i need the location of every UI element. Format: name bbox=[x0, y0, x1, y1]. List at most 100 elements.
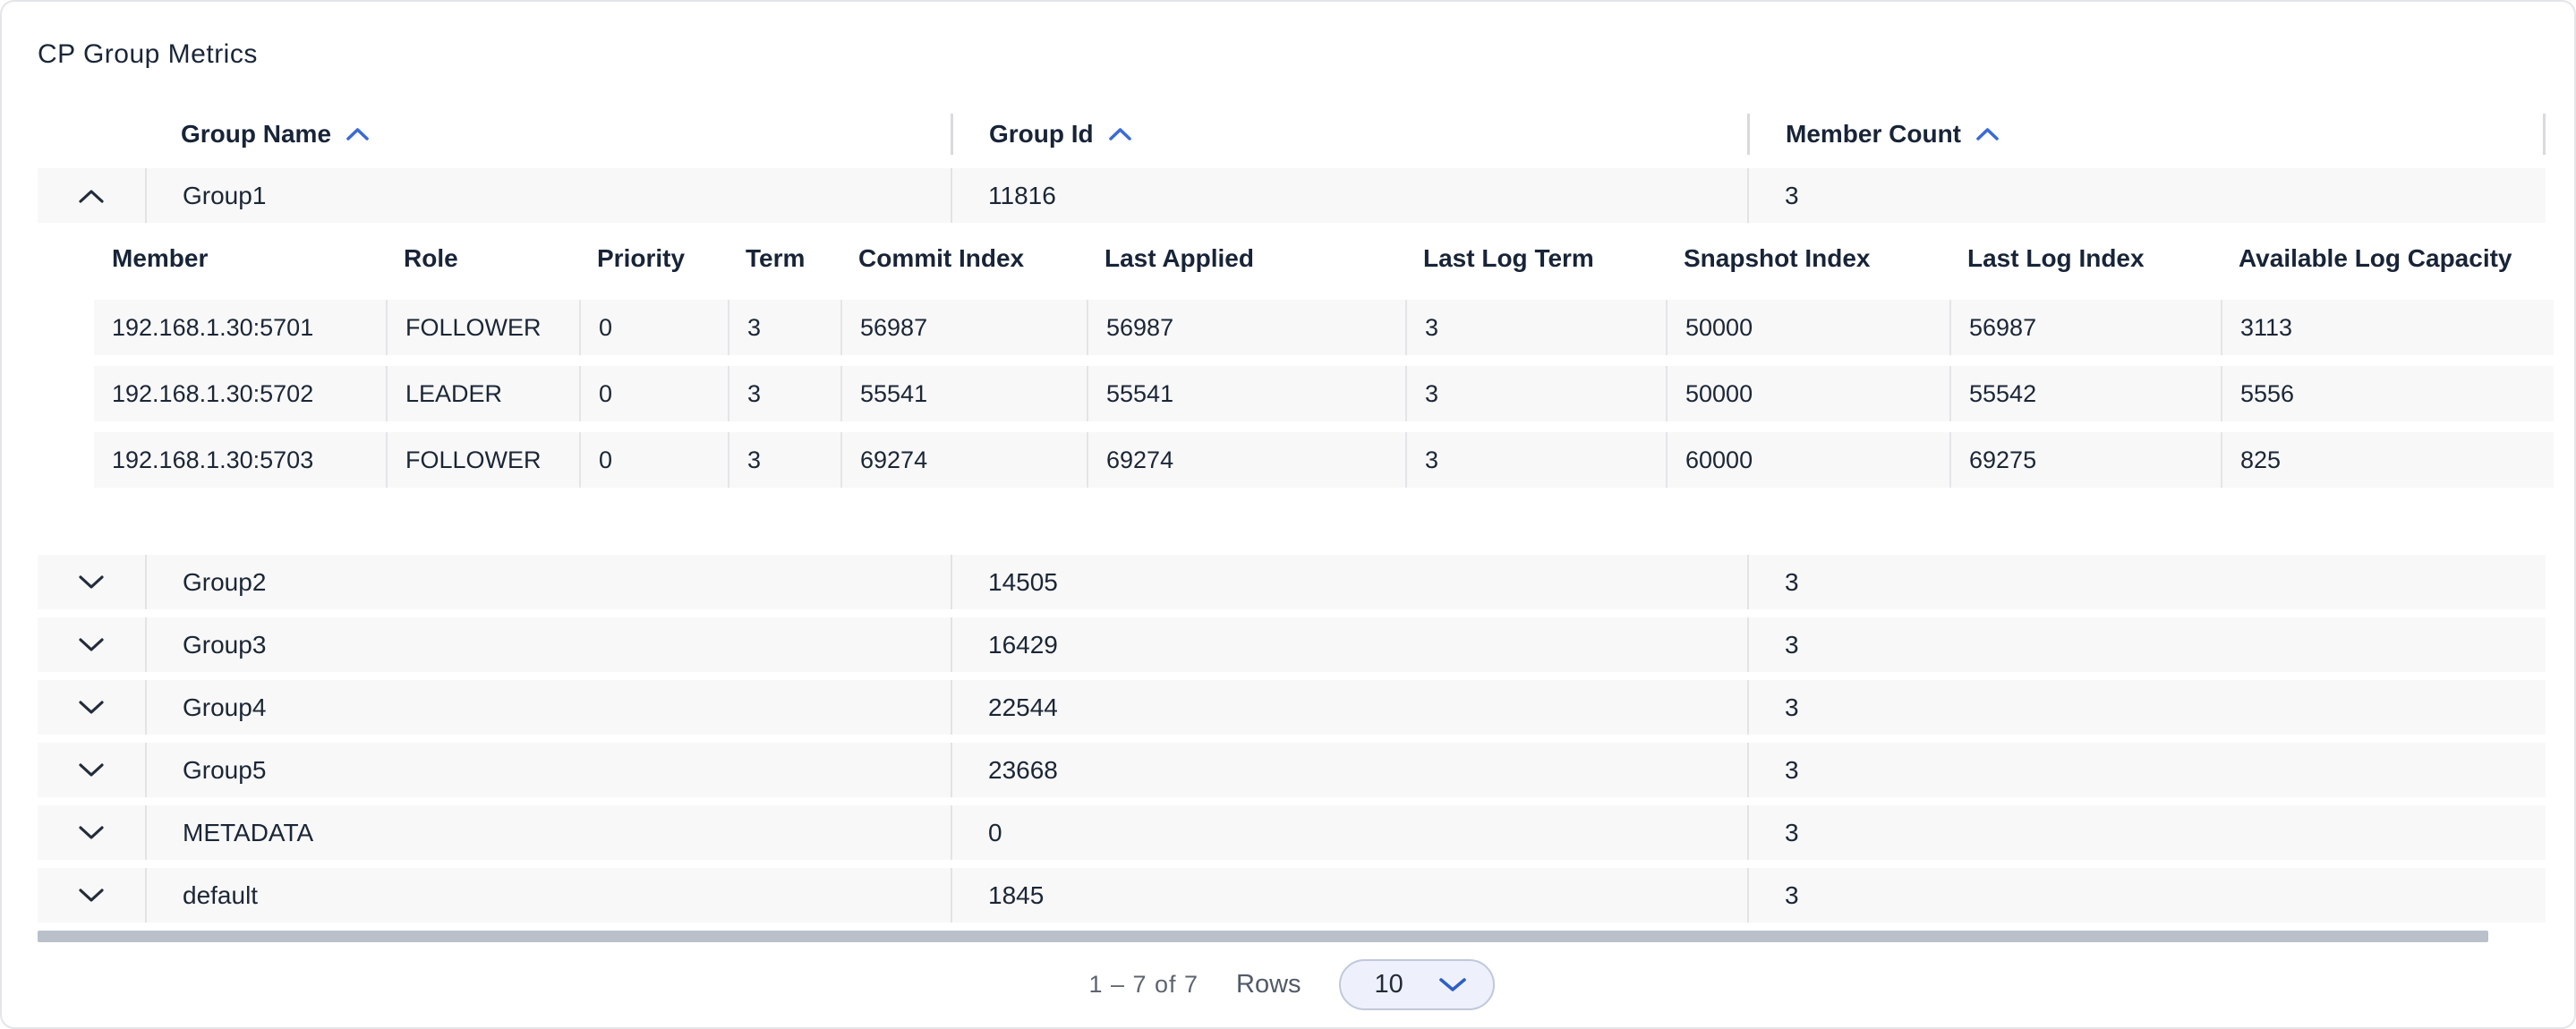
group-id-cell: 22544 bbox=[951, 680, 1747, 735]
member-count-cell: 3 bbox=[1747, 743, 2546, 797]
last-log-index-cell: 56987 bbox=[1949, 300, 2221, 355]
last-log-term-cell: 3 bbox=[1405, 432, 1666, 488]
column-header-member-count[interactable]: Member Count bbox=[1747, 114, 2546, 155]
cp-group-metrics-table: Group Name Group Id Member Count bbox=[38, 114, 2554, 1010]
role-cell: FOLLOWER bbox=[386, 300, 579, 355]
rows-per-page-value: 10 bbox=[1374, 969, 1403, 999]
commit-index-cell: 55541 bbox=[840, 366, 1087, 421]
last-applied-cell: 56987 bbox=[1087, 300, 1405, 355]
horizontal-scrollbar[interactable] bbox=[38, 931, 2488, 942]
role-cell: FOLLOWER bbox=[386, 432, 579, 488]
group-name-cell: default bbox=[145, 868, 951, 923]
detail-row-5702: 192.168.1.30:5702 LEADER 0 3 55541 55541… bbox=[94, 366, 2554, 421]
group-id-cell: 11816 bbox=[951, 168, 1747, 223]
expand-row-button[interactable] bbox=[38, 805, 145, 860]
chevron-down-icon bbox=[77, 762, 106, 778]
table-row-group1[interactable]: Group1 11816 3 bbox=[38, 168, 2546, 223]
last-log-term-cell: 3 bbox=[1405, 366, 1666, 421]
table-row-group2[interactable]: Group2 14505 3 bbox=[38, 555, 2546, 609]
available-log-capacity-cell: 5556 bbox=[2221, 366, 2554, 421]
sort-asc-icon[interactable] bbox=[1108, 127, 1132, 141]
snapshot-index-cell: 50000 bbox=[1666, 300, 1949, 355]
table-row-group5[interactable]: Group5 23668 3 bbox=[38, 743, 2546, 797]
group-name-cell: Group2 bbox=[145, 555, 951, 609]
commit-index-cell: 69274 bbox=[840, 432, 1087, 488]
member-count-cell: 3 bbox=[1747, 680, 2546, 735]
sort-asc-icon[interactable] bbox=[1975, 127, 2000, 141]
chevron-down-icon bbox=[77, 637, 106, 653]
sort-asc-icon[interactable] bbox=[345, 127, 370, 141]
detail-column-role: Role bbox=[404, 244, 458, 272]
group-name-cell: METADATA bbox=[145, 805, 951, 860]
priority-cell: 0 bbox=[579, 300, 728, 355]
group1-members-detail-table: Member Role Priority Term Commit Index L… bbox=[94, 235, 2554, 488]
header-expander-spacer bbox=[38, 114, 145, 155]
group-id-cell: 1845 bbox=[951, 868, 1747, 923]
group-id-cell: 16429 bbox=[951, 617, 1747, 672]
collapse-row-button[interactable] bbox=[38, 168, 145, 223]
last-applied-cell: 69274 bbox=[1087, 432, 1405, 488]
term-cell: 3 bbox=[728, 366, 840, 421]
expand-row-button[interactable] bbox=[38, 555, 145, 609]
priority-cell: 0 bbox=[579, 432, 728, 488]
detail-column-available-log-capacity: Available Log Capacity bbox=[2239, 244, 2512, 272]
column-header-label: Member Count bbox=[1786, 120, 1961, 148]
detail-column-last-log-term: Last Log Term bbox=[1423, 244, 1594, 272]
role-cell: LEADER bbox=[386, 366, 579, 421]
expand-row-button[interactable] bbox=[38, 743, 145, 797]
detail-column-commit-index: Commit Index bbox=[858, 244, 1025, 272]
group-name-cell: Group4 bbox=[145, 680, 951, 735]
detail-column-snapshot-index: Snapshot Index bbox=[1684, 244, 1871, 272]
group-name-cell: Group5 bbox=[145, 743, 951, 797]
chevron-down-icon bbox=[77, 888, 106, 904]
table-header-row: Group Name Group Id Member Count bbox=[38, 114, 2546, 155]
term-cell: 3 bbox=[728, 432, 840, 488]
pagination-bar: 1 – 7 of 7 Rows 10 bbox=[38, 958, 2546, 1010]
expand-row-button[interactable] bbox=[38, 617, 145, 672]
group-id-cell: 23668 bbox=[951, 743, 1747, 797]
group-id-cell: 0 bbox=[951, 805, 1747, 860]
group-id-cell: 14505 bbox=[951, 555, 1747, 609]
detail-column-member: Member bbox=[112, 244, 209, 272]
rows-per-page-label: Rows bbox=[1236, 969, 1301, 999]
expand-row-button[interactable] bbox=[38, 680, 145, 735]
chevron-down-icon bbox=[77, 700, 106, 716]
detail-header-row: Member Role Priority Term Commit Index L… bbox=[94, 235, 2554, 282]
member-count-cell: 3 bbox=[1747, 617, 2546, 672]
snapshot-index-cell: 50000 bbox=[1666, 366, 1949, 421]
chevron-down-icon bbox=[77, 825, 106, 841]
table-row-group3[interactable]: Group3 16429 3 bbox=[38, 617, 2546, 672]
last-applied-cell: 55541 bbox=[1087, 366, 1405, 421]
detail-column-priority: Priority bbox=[597, 244, 686, 272]
table-row-default[interactable]: default 1845 3 bbox=[38, 868, 2546, 923]
available-log-capacity-cell: 3113 bbox=[2221, 300, 2554, 355]
table-row-group4[interactable]: Group4 22544 3 bbox=[38, 680, 2546, 735]
member-address-cell: 192.168.1.30:5703 bbox=[112, 446, 314, 473]
column-header-label: Group Name bbox=[181, 120, 332, 148]
expand-row-button[interactable] bbox=[38, 868, 145, 923]
term-cell: 3 bbox=[728, 300, 840, 355]
group-name-cell: Group3 bbox=[145, 617, 951, 672]
column-header-label: Group Id bbox=[989, 120, 1094, 148]
detail-column-last-log-index: Last Log Index bbox=[1967, 244, 2145, 272]
member-address-cell: 192.168.1.30:5702 bbox=[112, 379, 314, 407]
member-count-cell: 3 bbox=[1747, 168, 2546, 223]
member-address-cell: 192.168.1.30:5701 bbox=[112, 313, 314, 341]
available-log-capacity-cell: 825 bbox=[2221, 432, 2554, 488]
table-row-metadata[interactable]: METADATA 0 3 bbox=[38, 805, 2546, 860]
last-log-index-cell: 69275 bbox=[1949, 432, 2221, 488]
member-count-cell: 3 bbox=[1747, 868, 2546, 923]
chevron-down-icon bbox=[77, 574, 106, 591]
last-log-index-cell: 55542 bbox=[1949, 366, 2221, 421]
group-name-cell: Group1 bbox=[145, 168, 951, 223]
chevron-down-icon bbox=[1437, 976, 1468, 993]
column-header-group-name[interactable]: Group Name bbox=[145, 114, 951, 155]
chevron-up-icon bbox=[77, 188, 106, 204]
detail-column-last-applied: Last Applied bbox=[1105, 244, 1254, 272]
last-log-term-cell: 3 bbox=[1405, 300, 1666, 355]
rows-per-page-select[interactable]: 10 bbox=[1338, 958, 1495, 1010]
detail-row-5701: 192.168.1.30:5701 FOLLOWER 0 3 56987 569… bbox=[94, 300, 2554, 355]
commit-index-cell: 56987 bbox=[840, 300, 1087, 355]
column-header-group-id[interactable]: Group Id bbox=[951, 114, 1747, 155]
